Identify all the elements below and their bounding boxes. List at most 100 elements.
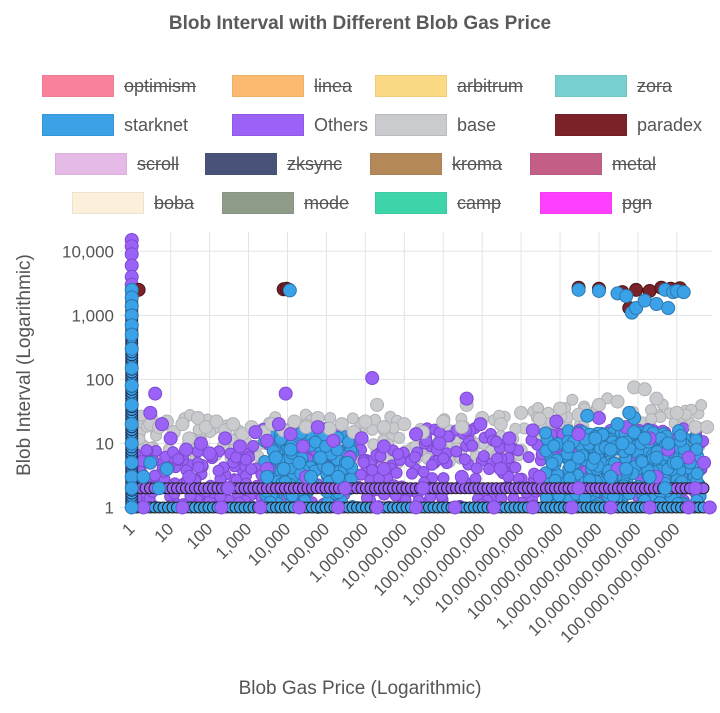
data-point[interactable]	[695, 399, 708, 412]
data-point[interactable]	[340, 455, 355, 470]
data-point[interactable]	[159, 461, 174, 476]
data-point[interactable]	[143, 405, 158, 420]
data-point[interactable]	[426, 458, 439, 471]
data-point[interactable]	[437, 472, 450, 485]
data-point[interactable]	[564, 500, 579, 515]
legend-item-zora[interactable]: zora	[555, 74, 672, 98]
data-point[interactable]	[124, 417, 139, 432]
data-point[interactable]	[493, 417, 508, 432]
data-point[interactable]	[514, 405, 529, 420]
data-point[interactable]	[509, 461, 522, 474]
data-point[interactable]	[283, 427, 298, 442]
data-point[interactable]	[450, 445, 463, 458]
data-point[interactable]	[124, 455, 139, 470]
legend-item-scroll[interactable]: scroll	[55, 152, 179, 176]
data-point[interactable]	[619, 461, 634, 476]
data-point[interactable]	[155, 417, 170, 432]
legend-item-metal[interactable]: metal	[530, 152, 656, 176]
data-point[interactable]	[278, 386, 293, 401]
data-point[interactable]	[580, 408, 595, 423]
data-point[interactable]	[447, 500, 462, 515]
data-point[interactable]	[218, 431, 233, 446]
legend-item-mode[interactable]: mode	[222, 191, 349, 215]
data-point[interactable]	[466, 439, 479, 452]
data-point[interactable]	[658, 481, 673, 496]
data-point[interactable]	[365, 371, 380, 386]
data-point[interactable]	[172, 453, 185, 466]
data-point[interactable]	[681, 500, 696, 515]
data-point[interactable]	[124, 378, 139, 393]
data-point[interactable]	[226, 417, 241, 432]
data-point[interactable]	[432, 436, 447, 451]
data-point[interactable]	[637, 382, 652, 397]
data-point[interactable]	[143, 455, 158, 470]
legend-item-others[interactable]: Others	[232, 113, 368, 137]
data-point[interactable]	[532, 412, 547, 427]
data-point[interactable]	[454, 420, 469, 435]
data-point[interactable]	[260, 469, 275, 484]
data-point[interactable]	[370, 500, 385, 515]
data-point[interactable]	[358, 414, 373, 429]
data-point[interactable]	[247, 440, 260, 453]
data-point[interactable]	[192, 461, 205, 474]
data-point[interactable]	[591, 410, 606, 425]
data-point[interactable]	[124, 481, 139, 496]
data-point[interactable]	[610, 417, 625, 432]
data-point[interactable]	[268, 450, 283, 465]
data-point[interactable]	[190, 410, 205, 425]
data-point[interactable]	[175, 417, 190, 432]
data-point[interactable]	[627, 425, 642, 440]
data-point[interactable]	[676, 285, 691, 300]
data-point[interactable]	[603, 442, 618, 457]
data-point[interactable]	[477, 450, 490, 463]
data-point[interactable]	[253, 500, 268, 515]
data-point[interactable]	[493, 461, 508, 476]
data-point[interactable]	[629, 282, 644, 297]
data-point[interactable]	[669, 455, 684, 470]
data-point[interactable]	[459, 391, 474, 406]
data-point[interactable]	[175, 500, 190, 515]
data-point[interactable]	[214, 500, 229, 515]
data-point[interactable]	[321, 461, 336, 476]
legend-item-boba[interactable]: boba	[72, 191, 194, 215]
data-point[interactable]	[182, 469, 197, 484]
data-point[interactable]	[276, 461, 291, 476]
data-point[interactable]	[292, 455, 307, 470]
data-point[interactable]	[163, 431, 178, 446]
data-point[interactable]	[260, 433, 275, 448]
data-point[interactable]	[337, 481, 352, 496]
data-point[interactable]	[287, 414, 302, 429]
data-point[interactable]	[376, 461, 391, 476]
data-point[interactable]	[562, 440, 576, 454]
data-point[interactable]	[148, 386, 163, 401]
data-point[interactable]	[140, 444, 153, 457]
legend-item-camp[interactable]: camp	[375, 191, 501, 215]
data-point[interactable]	[473, 417, 488, 432]
data-point[interactable]	[415, 481, 430, 496]
data-point[interactable]	[406, 467, 419, 480]
data-point[interactable]	[553, 401, 568, 416]
data-point[interactable]	[454, 469, 469, 484]
data-point[interactable]	[390, 466, 403, 479]
data-point[interactable]	[674, 428, 688, 442]
data-point[interactable]	[209, 414, 224, 429]
data-point[interactable]	[271, 417, 286, 432]
data-point[interactable]	[193, 436, 208, 451]
data-point[interactable]	[124, 500, 139, 515]
data-point[interactable]	[622, 405, 637, 420]
data-point[interactable]	[649, 450, 664, 465]
data-point[interactable]	[610, 394, 625, 409]
data-point[interactable]	[313, 450, 328, 465]
data-point[interactable]	[571, 481, 586, 496]
data-point[interactable]	[148, 469, 161, 482]
data-point[interactable]	[591, 397, 606, 412]
data-point[interactable]	[591, 283, 606, 298]
legend-item-kroma[interactable]: kroma	[370, 152, 502, 176]
data-point[interactable]	[124, 361, 139, 376]
legend-item-pgn[interactable]: pgn	[540, 191, 652, 215]
data-point[interactable]	[124, 341, 139, 356]
data-point[interactable]	[642, 500, 657, 515]
data-point[interactable]	[702, 500, 717, 515]
data-point[interactable]	[700, 420, 715, 435]
data-point[interactable]	[525, 500, 540, 515]
